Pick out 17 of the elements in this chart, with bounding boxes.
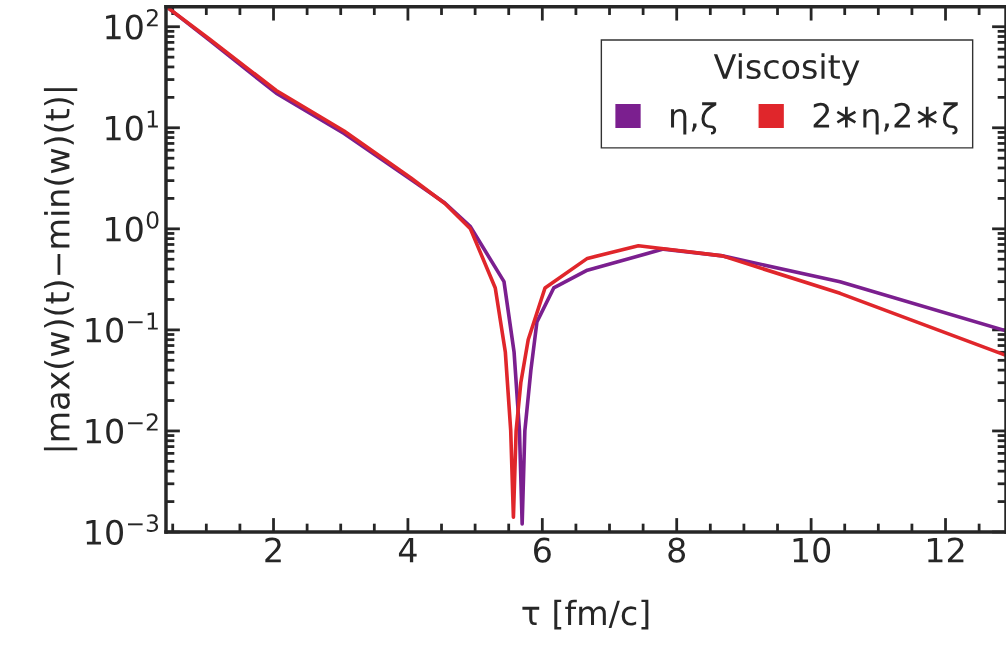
y-axis-title: |max(w)(t)−min(w)(t)| xyxy=(43,88,78,451)
y-tick-label: 10$^{−3}$ xyxy=(86,514,159,545)
legend-label: η,ζ xyxy=(671,102,717,135)
y-tick-label: 10$^{2}$ xyxy=(106,9,158,40)
x-tick-label: 8 xyxy=(668,537,686,563)
x-tick-label: 2 xyxy=(265,537,281,563)
x-tick-label: 12 xyxy=(927,537,964,563)
y-tick-label: 10$^{−2}$ xyxy=(86,413,158,444)
x-axis-title: τ [fm/c] xyxy=(522,599,649,630)
legend-label: 2∗η,2∗ζ xyxy=(813,102,958,135)
x-tick-label: 4 xyxy=(398,537,417,563)
y-tick-label: 10$^{−1}$ xyxy=(86,312,158,343)
y-tick-label: 10$^{0}$ xyxy=(106,211,159,242)
x-tick-label: 10 xyxy=(793,537,831,563)
y-tick-label: 10$^{1}$ xyxy=(106,110,158,141)
x-tick-label: 6 xyxy=(534,537,551,563)
legend-title: Viscosity xyxy=(713,53,860,86)
